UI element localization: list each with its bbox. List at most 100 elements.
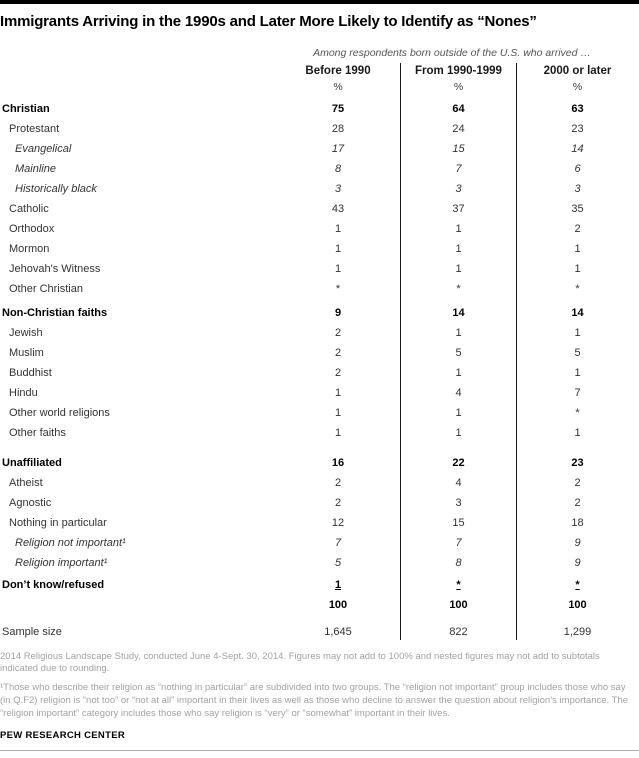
row-label: Unaffiliated [2,457,62,469]
cell-value: 75 [331,103,345,115]
row-label: Don’t know/refused [2,579,105,591]
row-label: Muslim [9,347,44,359]
cell-value: 14 [452,307,465,319]
cell-value: 1 [574,327,581,339]
cell-value: 1 [334,407,342,419]
row-label: Religion not important¹ [15,537,126,549]
table-row: Non-Christian faiths 9 14 14 [0,303,639,323]
row-label: Jehovah's Witness [9,263,101,275]
row-label: Evangelical [15,143,72,155]
cell-value: 22 [452,457,465,469]
cell-value: 1 [455,407,462,419]
row-label: Sample size [2,626,62,638]
cell-value: 100 [328,599,348,611]
row-label: Hindu [9,387,38,399]
table-row: Mainline 8 7 6 [0,159,639,179]
cell-value: 1,299 [563,626,592,638]
table-row: Historically black 3 3 3 [0,179,639,199]
table-subtitle: Among respondents born outside of the U.… [313,47,591,59]
cell-value: 4 [455,477,462,489]
cell-value: 18 [571,517,584,529]
cell-value: 1 [574,243,581,255]
cell-value: * [456,579,461,591]
cell-value: 1 [334,243,342,255]
table-row: Don’t know/refused 1 * * [0,575,639,595]
table-row: Nothing in particular 12 15 18 [0,513,639,533]
row-label: Non-Christian faiths [2,307,108,319]
cell-value: 2 [574,477,581,489]
cell-value: 8 [334,163,342,175]
row-label: Historically black [15,183,97,195]
cell-value: 1 [574,427,581,439]
cell-value: * [575,407,580,419]
row-label: Nothing in particular [9,517,107,529]
cell-value: 15 [452,517,465,529]
row-label: Other faiths [9,427,66,439]
cell-value: 1 [455,263,462,275]
cell-value: 100 [449,599,468,611]
cell-value: 1 [455,243,462,255]
row-label: Protestant [9,123,60,135]
cell-value: 14 [571,143,584,155]
percent-symbol: % [333,81,343,93]
cell-value: 7 [455,163,462,175]
cell-value: 35 [571,203,584,215]
row-label: Catholic [9,203,49,215]
table-row: Other faiths 1 1 1 [0,423,639,443]
table-row: Hindu 1 4 7 [0,383,639,403]
table-body: Christian 75 64 63 Protestant 28 24 23 Evangelic… [0,99,639,642]
table-row: Protestant 28 24 23 [0,119,639,139]
cell-value: 1 [455,367,462,379]
cell-value: 2 [334,477,342,489]
percent-units-row: % % % [0,79,639,95]
table-row: Other Christian * * * [0,279,639,299]
cell-value: 9 [334,307,342,319]
cell-value: 5 [574,347,581,359]
footnote-1: ¹Those who describe their religion as “n… [0,682,629,719]
percent-symbol: % [453,81,464,93]
cell-value: 6 [574,163,581,175]
cell-value: 1 [334,579,342,591]
cell-value: 63 [571,103,584,115]
cell-value: 8 [455,557,462,569]
table-row: Catholic 43 37 35 [0,199,639,219]
percent-symbol: % [572,81,583,93]
cell-value: 100 [568,599,587,611]
row-label: Jewish [9,327,43,339]
cell-value: * [335,283,341,295]
table-row: Muslim 2 5 5 [0,343,639,363]
cell-value: 3 [574,183,581,195]
cell-value: 5 [334,557,342,569]
cell-value: 822 [449,626,468,638]
cell-value: 14 [571,307,584,319]
table-row: Unaffiliated 16 22 23 [0,453,639,473]
cell-value: 2 [334,497,342,509]
cell-value: 1 [574,263,581,275]
row-label: Christian [2,103,50,115]
data-table: Before 1990 From 1990-1999 2000 or later… [0,63,639,642]
page-title: Immigrants Arriving in the 1990s and Lat… [0,13,537,30]
cell-value: 9 [574,557,581,569]
row-label: Agnostic [9,497,52,509]
table-row: Buddhist 2 1 1 [0,363,639,383]
cell-value: 28 [331,123,345,135]
cell-value: * [456,283,461,295]
cell-value: * [575,579,580,591]
cell-value: 9 [574,537,581,549]
cell-value: 2 [334,367,342,379]
column-header-before-1990: Before 1990 [305,65,371,77]
cell-value: 2 [334,347,342,359]
row-label: Mainline [15,163,56,175]
cell-value: 12 [331,517,345,529]
column-header-2000-later: 2000 or later [543,65,612,77]
table-row: Agnostic 2 3 2 [0,493,639,513]
cell-value: 3 [334,183,342,195]
cell-value: 1 [455,427,462,439]
row-label: Other world religions [9,407,110,419]
row-label: Mormon [9,243,50,255]
top-accent-bar [0,0,639,4]
cell-value: 3 [455,183,462,195]
table-section: Unaffiliated 16 22 23 Atheist 2 4 2 Agnostic 2 3 2 N… [0,453,639,573]
cell-value: 5 [455,347,462,359]
table-row: Evangelical 17 15 14 [0,139,639,159]
